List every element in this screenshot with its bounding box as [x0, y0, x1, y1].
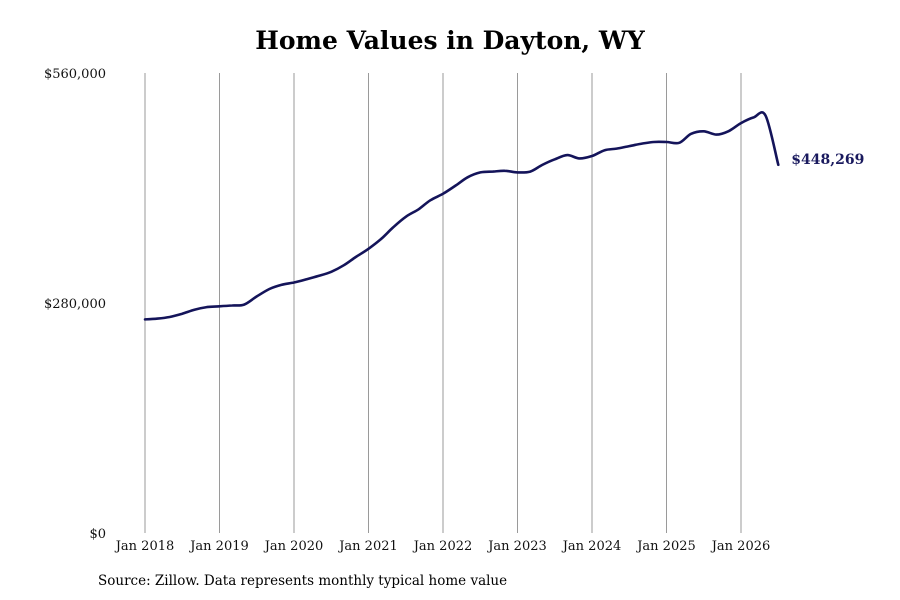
- y-axis-ticks: $0 $280,000 $560,000: [44, 67, 106, 542]
- y-tick-label: $560,000: [44, 67, 106, 82]
- x-axis-ticks: Jan 2018 Jan 2019 Jan 2020 Jan 2021 Jan 2022…: [114, 539, 771, 554]
- x-tick-label: Jan 2021: [337, 539, 398, 554]
- y-tick-label: $0: [89, 527, 106, 542]
- source-note: Source: Zillow. Data represents monthly …: [98, 573, 508, 589]
- x-tick-label: Jan 2022: [412, 539, 473, 554]
- chart-title: Home Values in Dayton, WY: [255, 26, 645, 55]
- x-tick-label: Jan 2025: [635, 539, 696, 554]
- grid-lines: [144, 73, 742, 533]
- y-tick-label: $280,000: [44, 297, 106, 312]
- x-tick-label: Jan 2023: [486, 539, 547, 554]
- end-value-label: $448,269: [791, 152, 864, 168]
- x-tick-label: Jan 2020: [263, 539, 324, 554]
- x-tick-label: Jan 2026: [710, 539, 771, 554]
- x-tick-label: Jan 2019: [188, 539, 249, 554]
- series-line: [143, 111, 780, 321]
- x-tick-label: Jan 2024: [561, 539, 622, 554]
- x-tick-label: Jan 2018: [114, 539, 175, 554]
